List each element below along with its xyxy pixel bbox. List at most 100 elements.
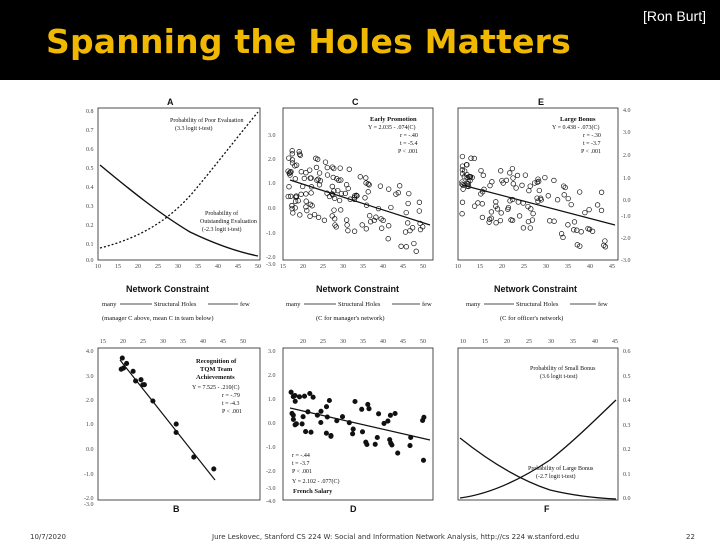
- scatter-point: [297, 152, 303, 158]
- scatter-point: [459, 211, 465, 217]
- scatter-point: [494, 206, 501, 212]
- scatter-point: [462, 168, 468, 174]
- scatter-point: [562, 184, 568, 191]
- tick: 45: [400, 339, 406, 345]
- scatter-point: [420, 457, 427, 463]
- scatter-point: [534, 179, 540, 185]
- scatter-point: [289, 160, 296, 166]
- axis-holes: Structural Holes: [338, 301, 381, 308]
- scatter-point: [315, 176, 321, 182]
- tick: 35: [195, 264, 201, 270]
- scatter-point: [527, 183, 533, 189]
- tick: 20: [120, 339, 126, 345]
- scatter-point: [286, 184, 292, 190]
- scatter-point: [303, 191, 309, 197]
- scatter-point: [413, 248, 419, 254]
- scatter-point: [393, 191, 399, 197]
- panel-b-label: B: [173, 504, 180, 514]
- scatter-point: [503, 177, 510, 183]
- panel-e-scatter: [459, 153, 609, 250]
- panel-b-title: TQM Team: [200, 366, 233, 373]
- tick: 0.6: [623, 349, 631, 355]
- tick: 20: [499, 264, 505, 270]
- panel-c-regression-line: [289, 179, 431, 226]
- scatter-point: [481, 186, 487, 192]
- scatter-point: [307, 390, 313, 397]
- panel-a-poor-curve: [99, 164, 259, 257]
- tick: 25: [320, 264, 326, 270]
- scatter-point: [411, 240, 417, 247]
- panel-e-bottom-ticks: 10 15 20 25 30 35 40 45: [455, 264, 615, 270]
- scatter-point: [509, 165, 516, 172]
- scatter-point: [589, 228, 596, 234]
- scatter-point: [578, 229, 584, 235]
- tick: 2.0: [86, 398, 94, 404]
- tick: 3.0: [623, 130, 631, 136]
- scatter-point: [351, 228, 358, 234]
- tick: -1.0: [266, 445, 276, 451]
- tick: 35: [180, 339, 186, 345]
- scatter-point: [499, 177, 505, 184]
- scatter-point: [388, 204, 394, 211]
- tick: 2.0: [268, 373, 276, 379]
- scatter-point: [310, 394, 316, 400]
- tick: 20: [135, 264, 141, 270]
- scatter-point: [531, 180, 538, 186]
- scatter-point: [560, 183, 567, 189]
- scatter-point: [343, 217, 350, 223]
- tick: 15: [280, 264, 286, 270]
- scatter-point: [365, 401, 371, 407]
- scatter-point: [303, 198, 309, 204]
- panel-d-regression-line: [289, 407, 431, 441]
- axis-few: few: [240, 301, 250, 308]
- panel-b-equation: Y = 7.525 - .210(C): [192, 384, 240, 391]
- panel-e-equation: Y = 0.438 - .073(C): [552, 124, 600, 131]
- scatter-point: [525, 218, 532, 225]
- scatter-point: [315, 156, 321, 162]
- scatter-point: [417, 220, 423, 227]
- tick: 45: [609, 264, 615, 270]
- tick: 0.1: [86, 242, 94, 248]
- scatter-point: [403, 209, 409, 216]
- scatter-point: [403, 244, 409, 250]
- scatter-point: [493, 203, 499, 209]
- tick: 40: [592, 339, 598, 345]
- scatter-point: [328, 433, 334, 439]
- panel-b-left-ticks: 4.0 3.0 2.0 1.0 0.0 -1.0 -2.0 -3.0: [84, 349, 94, 508]
- scatter-point: [301, 393, 308, 399]
- scatter-point: [510, 181, 516, 187]
- scatter-point: [405, 220, 411, 226]
- scatter-point: [478, 167, 484, 174]
- tick: 40: [380, 264, 386, 270]
- scatter-point: [303, 204, 309, 210]
- panel-f-large-bonus-curve: [459, 437, 617, 500]
- panel-c-scatter: [285, 148, 426, 254]
- scatter-point: [488, 215, 494, 221]
- scatter-point: [379, 225, 385, 231]
- scatter-point: [530, 210, 536, 217]
- scatter-point: [406, 190, 412, 197]
- scatter-point: [308, 190, 314, 196]
- scatter-point: [289, 148, 295, 154]
- tick: 3.0: [268, 349, 276, 355]
- scatter-point: [324, 164, 330, 171]
- scatter-point: [459, 163, 466, 169]
- scatter-point: [464, 180, 470, 186]
- panel-f-label: F: [544, 504, 550, 514]
- scatter-point: [376, 411, 382, 417]
- figure-panels: A 0.8 0.7 0.6 0.5 0.4 0.3 0.2 0.1 0.0 10…: [84, 97, 631, 514]
- panel-b-top-ticks: 15 20 25 30 35 40 45 50: [100, 339, 246, 345]
- scatter-point: [385, 236, 391, 242]
- constraint-axis-e: Network Constraint many Structural Holes…: [466, 284, 608, 322]
- panel-a-bottom-ticks: 10 15 20 25 30 35 40 45 50: [95, 264, 261, 270]
- scatter-point: [367, 219, 374, 225]
- scatter-point: [288, 389, 294, 395]
- scatter-point: [568, 201, 574, 208]
- scatter-point: [315, 214, 322, 221]
- scatter-point: [329, 213, 335, 219]
- scatter-point: [535, 176, 541, 182]
- scatter-point: [299, 421, 305, 427]
- tick: 0.5: [86, 166, 94, 172]
- tick: 0.3: [623, 423, 631, 429]
- tick: 4.0: [86, 349, 94, 355]
